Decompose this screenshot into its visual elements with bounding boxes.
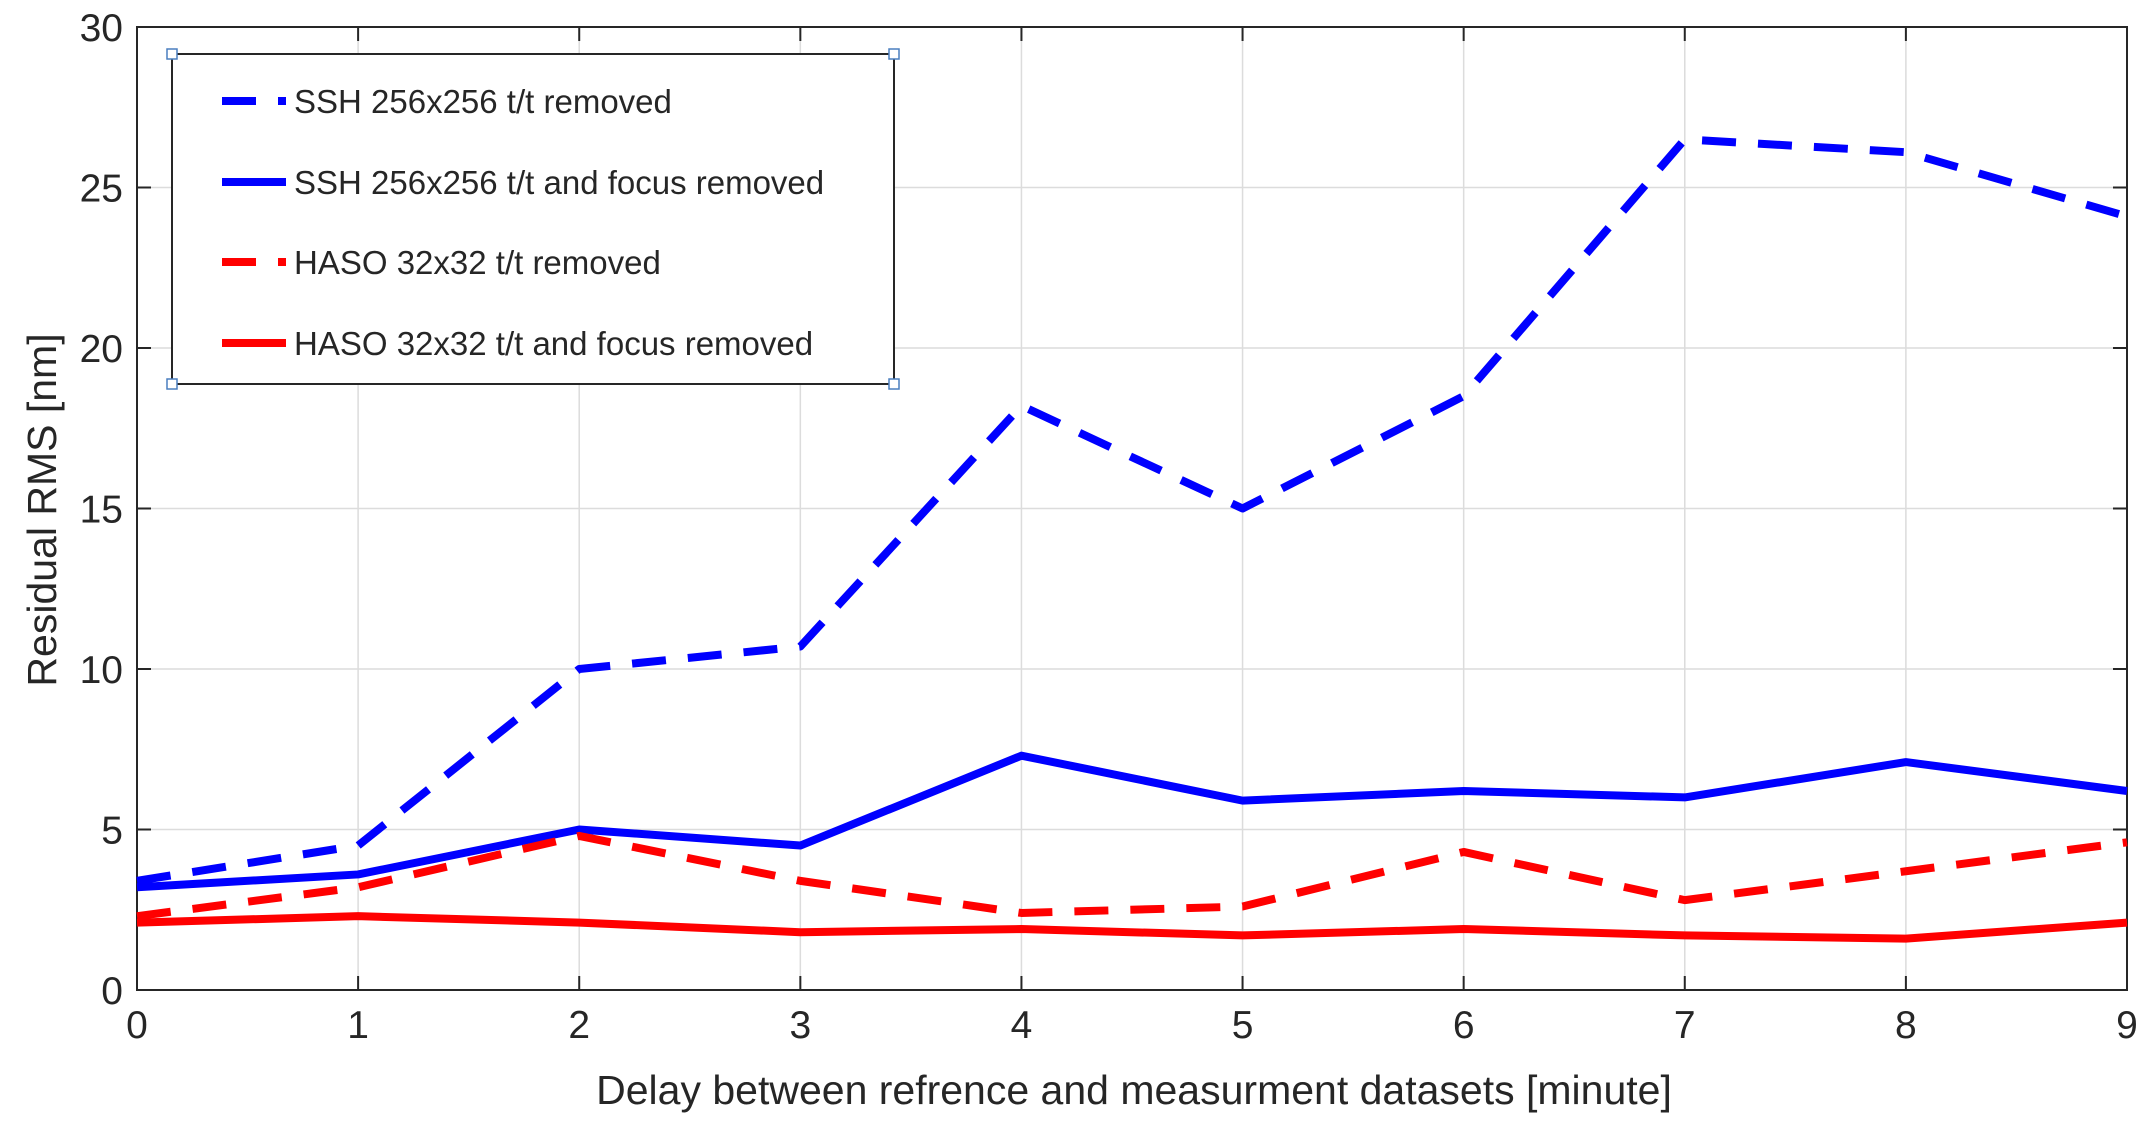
y-tick-label: 30 [80,7,123,50]
y-tick-label: 5 [101,810,123,853]
y-tick-label: 15 [80,489,123,532]
y-tick-label: 25 [80,168,123,211]
x-tick-label: 2 [568,1004,590,1047]
legend-resize-handle[interactable] [166,48,178,60]
axes [136,26,2128,991]
x-tick-label: 8 [1895,1004,1917,1047]
x-tick-label: 6 [1453,1004,1475,1047]
x-tick-label: 9 [2116,1004,2138,1047]
x-axis-label: Delay between refrence and measurment da… [596,1067,1672,1113]
y-tick-label: 0 [101,970,123,1013]
x-tick-label: 7 [1674,1004,1696,1047]
series-line-3 [136,831,2128,921]
legend-box [171,53,895,385]
legend-label-3: HASO 32x32 t/t removed [294,244,661,281]
series-line-4 [136,912,2128,943]
x-tick-label: 0 [126,1004,148,1047]
legend-resize-handle[interactable] [888,48,900,60]
legend-resize-handle[interactable] [166,378,178,390]
tick-labels: 0 1 2 3 4 5 6 7 8 9 0 5 10 15 20 25 30 [80,7,2138,1047]
legend: SSH 256x256 t/t removed SSH 256x256 t/t a… [166,48,900,390]
y-tick-label: 10 [80,649,123,692]
legend-label-1: SSH 256x256 t/t removed [294,83,672,120]
legend-label-4: HASO 32x32 t/t and focus removed [294,325,813,362]
x-tick-label: 3 [789,1004,811,1047]
x-tick-label: 4 [1011,1004,1033,1047]
series [136,135,2129,943]
legend-label-2: SSH 256x256 t/t and focus removed [294,164,824,201]
y-tick-label: 20 [80,328,123,371]
legend-resize-handle[interactable] [888,378,900,390]
x-tick-label: 5 [1232,1004,1254,1047]
series-line-1 [136,135,2129,885]
series-line-2 [136,751,2128,892]
y-axis-label: Residual RMS [nm] [19,333,65,686]
x-tick-label: 1 [347,1004,369,1047]
